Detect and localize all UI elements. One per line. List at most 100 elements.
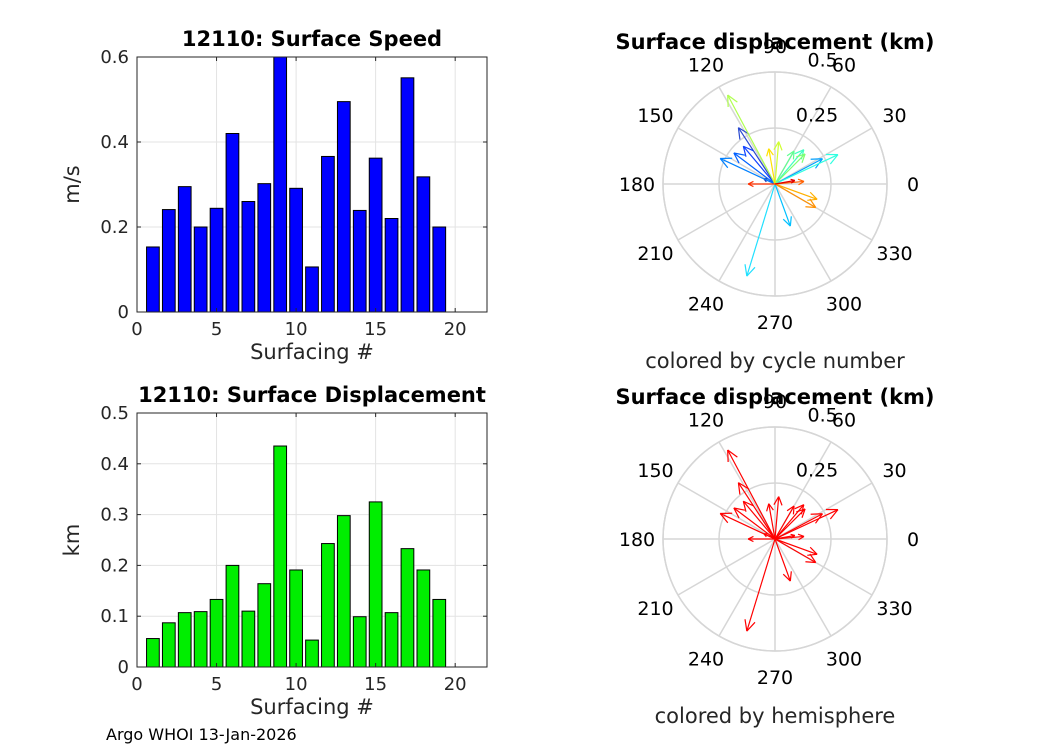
x-tick-label: 20 — [444, 674, 467, 695]
bar — [161, 209, 176, 313]
displacement-vector — [733, 507, 776, 540]
polar-spoke — [718, 183, 776, 282]
vector-arrowhead — [792, 150, 795, 160]
angle-label: 0 — [907, 174, 919, 196]
vector-arrowhead — [766, 503, 770, 512]
displacement-vector — [774, 508, 806, 540]
bar — [177, 186, 192, 313]
x-tick-label: 5 — [211, 674, 222, 695]
radial-tick-label: 0.25 — [796, 459, 838, 481]
vector-arrowhead — [789, 571, 792, 582]
angle-label: 240 — [688, 649, 724, 671]
bar — [336, 101, 351, 313]
angle-label: 210 — [637, 243, 673, 265]
angle-label: 30 — [882, 460, 906, 482]
angle-label: 60 — [832, 410, 856, 432]
y-tick-label: 0.2 — [100, 555, 129, 576]
radial-tick-label: 0.5 — [808, 405, 838, 427]
angle-label: 30 — [882, 105, 906, 127]
displacement-vector — [774, 154, 839, 185]
vector-arrowhead — [809, 546, 818, 555]
angle-label: 330 — [876, 598, 912, 620]
angle-label: 240 — [688, 294, 724, 316]
vector-arrowhead — [727, 449, 738, 458]
polar-spoke — [677, 127, 776, 185]
displacement-vector — [737, 482, 776, 540]
displacement-vector — [774, 538, 817, 564]
vector-arrowhead — [733, 507, 740, 519]
vector-arrowhead — [737, 482, 741, 495]
x-tick-label: 5 — [211, 319, 222, 340]
y-tick-label: 0.4 — [100, 132, 129, 153]
angle-label: 150 — [637, 460, 673, 482]
vector-arrowhead — [786, 505, 795, 512]
displacement-vector — [774, 505, 795, 540]
y-tick-label: 0 — [118, 302, 129, 323]
bar — [384, 218, 399, 313]
bar — [400, 77, 415, 313]
bar — [209, 598, 224, 668]
chart-title: 12110: Surface Displacement — [138, 383, 486, 407]
bar — [305, 266, 319, 313]
bar — [352, 616, 367, 668]
bar — [273, 56, 288, 313]
displacement-vector — [719, 512, 776, 540]
x-tick-label: 20 — [444, 319, 467, 340]
y-tick-label: 0.3 — [100, 505, 129, 526]
displacement-vector — [774, 538, 791, 582]
vector-arrowhead — [719, 513, 729, 524]
polar-spoke — [774, 538, 832, 637]
bar — [416, 569, 431, 668]
vector-arrowhead — [747, 183, 754, 188]
x-axis-label: Surfacing # — [250, 695, 374, 719]
bar — [241, 610, 256, 668]
angle-label: 300 — [826, 649, 862, 671]
displacement-vector — [737, 127, 776, 185]
displacement-vector — [727, 94, 776, 185]
polar-spoke — [677, 538, 776, 596]
vector-arrowhead — [829, 154, 839, 165]
bar — [352, 209, 367, 313]
displacement-vector — [742, 145, 776, 185]
vector-arrowhead — [797, 533, 805, 538]
y-tick-label: 0.2 — [100, 217, 129, 238]
vector-arrowhead — [778, 141, 783, 151]
bar — [336, 515, 351, 668]
vector-arrowhead — [809, 191, 818, 200]
displacement-vector — [727, 449, 776, 540]
vector-arrowhead — [778, 496, 783, 506]
bar — [161, 622, 176, 668]
y-tick-label: 0.4 — [100, 454, 129, 475]
y-axis-label: m/s — [60, 165, 84, 203]
angle-label: 120 — [688, 410, 724, 432]
vector-arrowhead — [744, 264, 748, 277]
vector-arrowhead — [805, 206, 816, 209]
bar — [368, 501, 383, 668]
bar — [193, 226, 208, 313]
vector-arrowhead — [768, 148, 774, 156]
vector-arrowhead — [747, 180, 754, 185]
compass-title: Surface displacement (km) — [615, 385, 934, 409]
vector-arrowhead — [809, 198, 817, 208]
displacement-vector — [774, 509, 839, 540]
y-tick-label: 0 — [118, 657, 129, 678]
bar — [416, 176, 431, 313]
vector-arrowhead — [789, 216, 792, 227]
bar — [273, 445, 288, 668]
polar-spoke — [718, 538, 776, 637]
angle-label: 330 — [876, 243, 912, 265]
vector-arrowhead — [782, 573, 791, 582]
polar-spoke — [774, 482, 873, 540]
angle-label: 210 — [637, 598, 673, 620]
vector-arrowhead — [719, 158, 729, 169]
displacement-vector — [768, 148, 776, 185]
axes-box — [136, 56, 488, 313]
bar — [241, 201, 256, 313]
vector-arrowhead — [797, 178, 805, 183]
displacement-vector — [774, 183, 818, 200]
bar — [305, 639, 319, 668]
angle-label: 270 — [757, 312, 793, 334]
vector-arrowhead — [747, 535, 754, 540]
bar — [146, 246, 160, 313]
y-axis-label: km — [60, 524, 84, 557]
